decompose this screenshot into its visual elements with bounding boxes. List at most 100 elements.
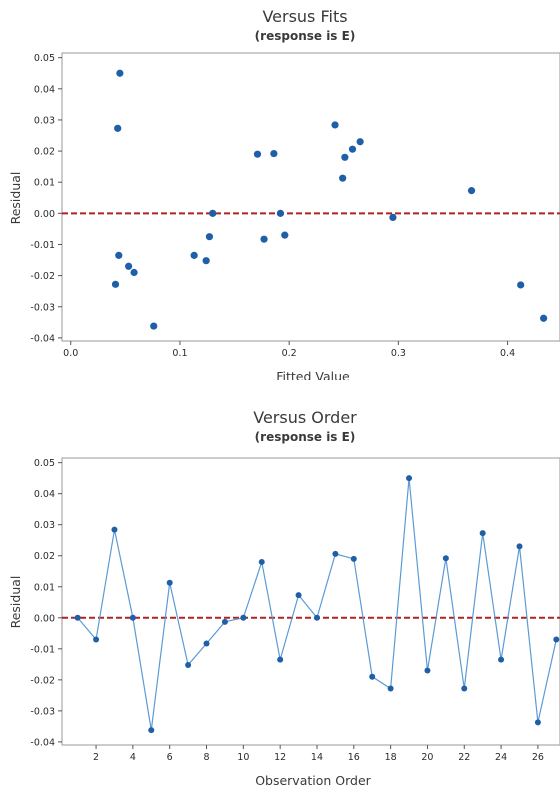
data-point: [295, 592, 302, 599]
x-axis: 2 4 6 8 10 12 14 16 18 20 22 24 26: [93, 745, 544, 763]
data-point: [356, 138, 364, 146]
data-point: [277, 656, 284, 663]
y-tick-label: -0.01: [30, 240, 55, 251]
y-axis-label: Residual: [8, 576, 23, 629]
x-axis-label: Fitted Value: [276, 369, 350, 380]
y-axis: 0.05 0.04 0.03 0.02 0.01 0.00 -0.01 -0.02 -0.03 -…: [30, 53, 62, 344]
data-point: [369, 673, 376, 680]
x-tick-label: 0.1: [172, 348, 187, 359]
data-point: [205, 233, 214, 241]
data-point: [111, 280, 120, 288]
y-tick-label: 0.03: [34, 115, 55, 126]
data-point: [313, 614, 320, 621]
data-point: [276, 209, 285, 217]
data-point: [516, 543, 523, 550]
data-point: [202, 257, 210, 265]
plot-frame: [61, 52, 560, 342]
data-point: [341, 153, 349, 161]
data-point: [166, 579, 173, 586]
y-tick-label: 0.05: [34, 458, 55, 469]
data-point: [150, 322, 158, 330]
data-point: [93, 636, 100, 643]
y-tick-label: 0.05: [34, 53, 55, 64]
data-point: [209, 209, 217, 217]
data-point: [253, 150, 262, 158]
data-point: [221, 618, 228, 625]
x-tick-label: 22: [458, 752, 470, 763]
y-tick-label: -0.02: [30, 675, 55, 686]
y-tick-label: -0.03: [30, 706, 55, 717]
y-axis-label: Residual: [8, 172, 23, 225]
data-point: [348, 145, 357, 153]
data-point: [74, 614, 81, 621]
data-point: [130, 268, 138, 277]
x-tick-label: 0.0: [63, 348, 78, 359]
data-point: [467, 187, 476, 195]
chart-title: Versus Order: [253, 408, 357, 427]
data-point: [185, 661, 192, 668]
x-tick-label: 0.4: [500, 348, 515, 359]
y-tick-label: 0.02: [34, 147, 55, 158]
data-point: [442, 555, 449, 562]
x-tick-label: 2: [93, 752, 99, 763]
data-point: [258, 558, 265, 565]
x-tick-label: 0.2: [282, 348, 297, 359]
data-point: [389, 213, 397, 221]
data-point: [517, 281, 525, 289]
data-point: [190, 251, 198, 259]
x-tick-label: 0.3: [391, 348, 406, 359]
y-axis: 0.05 0.04 0.03 0.02 0.01 0.00 -0.01 -0.02 -0.03 -…: [30, 458, 62, 748]
data-point: [332, 550, 339, 557]
x-tick-label: 8: [203, 752, 209, 763]
data-points: [111, 69, 548, 330]
y-tick-label: -0.02: [30, 271, 55, 282]
y-tick-label: -0.04: [30, 737, 55, 748]
y-tick-label: -0.04: [30, 333, 55, 344]
y-tick-label: 0.04: [34, 489, 55, 500]
x-tick-label: 24: [495, 752, 507, 763]
x-tick-label: 14: [311, 752, 323, 763]
y-tick-label: 0.02: [34, 551, 55, 562]
x-tick-label: 10: [237, 752, 249, 763]
data-point: [270, 149, 278, 158]
data-point: [281, 231, 289, 239]
x-tick-label: 26: [532, 752, 544, 763]
y-tick-label: 0.04: [34, 84, 55, 95]
x-tick-label: 16: [348, 752, 360, 763]
x-tick-label: 18: [385, 752, 397, 763]
y-tick-label: 0.00: [34, 209, 55, 220]
x-tick-label: 6: [167, 752, 173, 763]
plot-area: [61, 52, 560, 342]
data-point: [111, 526, 118, 533]
data-point: [125, 262, 133, 270]
x-tick-label: 4: [130, 752, 136, 763]
chart-title: Versus Fits: [262, 7, 347, 26]
data-point: [350, 555, 357, 562]
data-point: [406, 475, 413, 482]
x-tick-label: 20: [421, 752, 433, 763]
data-point: [387, 685, 394, 692]
data-point: [203, 640, 210, 647]
data-point: [339, 174, 347, 182]
data-point: [424, 667, 431, 674]
plot-area: [61, 457, 560, 746]
data-point: [461, 685, 468, 692]
x-axis: 0.0 0.1 0.2 0.3 0.4: [63, 341, 515, 359]
chart-subtitle: (response is E): [255, 29, 356, 43]
versus-fits-chart: Versus Fits (response is E) 0.05 0.04 0.03…: [8, 7, 560, 380]
data-points: [74, 475, 560, 734]
plot-frame: [61, 457, 560, 746]
x-tick-label: 12: [274, 752, 286, 763]
data-point: [240, 614, 247, 621]
data-point: [260, 235, 268, 243]
data-point: [534, 719, 541, 726]
y-tick-label: 0.01: [34, 582, 55, 593]
data-point: [129, 614, 136, 621]
y-tick-label: 0.03: [34, 520, 55, 531]
x-axis-label: Observation Order: [255, 773, 371, 788]
data-point: [553, 636, 560, 643]
y-tick-label: 0.01: [34, 178, 55, 189]
data-point: [498, 656, 505, 663]
versus-order-chart: Versus Order (response is E) 0.050.040.0…: [8, 408, 560, 788]
data-point: [114, 124, 122, 132]
